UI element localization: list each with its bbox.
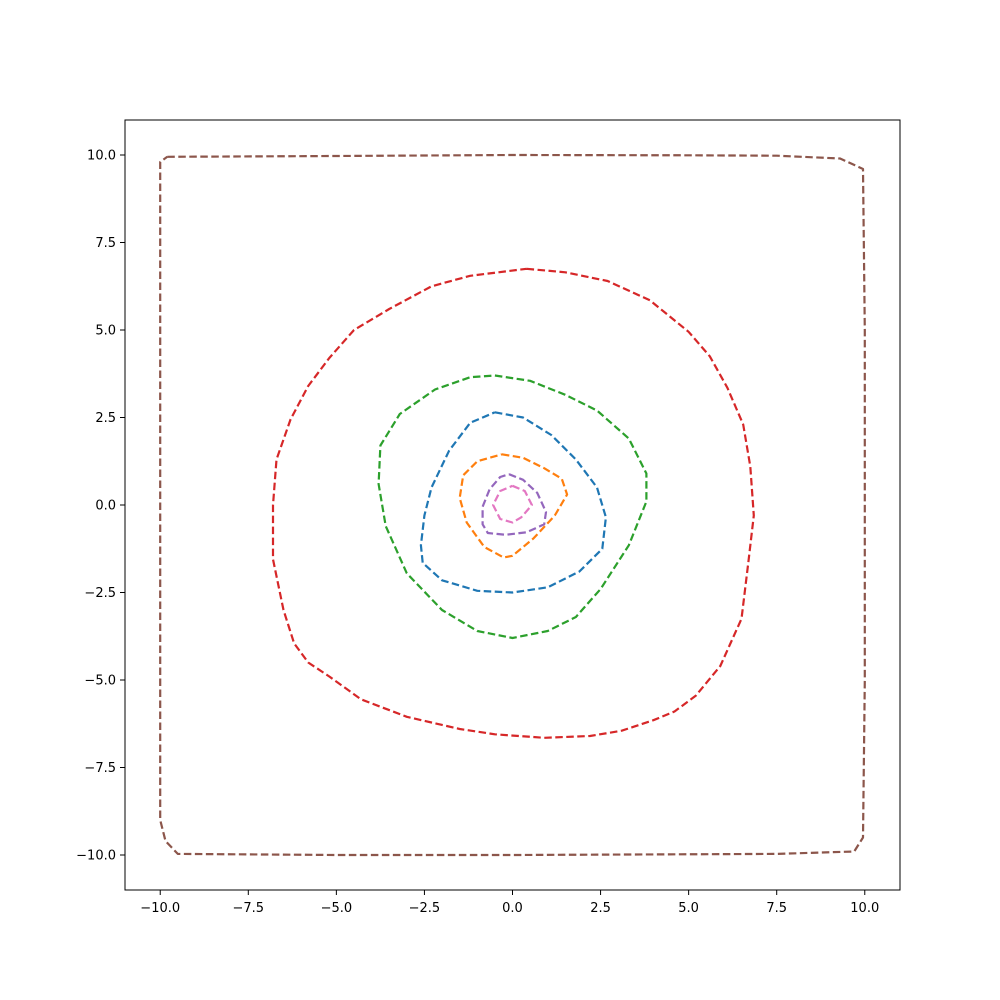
x-axis: −10.0 −7.5 −5.0 −2.5 0.0 2.5 5.0 7.5 10.0 (140, 890, 879, 916)
x-tick-label: −2.5 (409, 901, 441, 916)
x-tick-label: 5.0 (678, 901, 699, 916)
series-layer (159, 153, 866, 857)
x-tick-label: −5.0 (321, 901, 353, 916)
y-axis: 10.0 7.5 5.0 2.5 0.0 −2.5 −5.0 −7.5 −10.0 (76, 149, 125, 864)
y-tick-label: 0.0 (95, 499, 116, 514)
x-tick-label: 7.5 (766, 901, 787, 916)
x-tick-label: −7.5 (233, 901, 265, 916)
contour-line-6 (159, 153, 866, 857)
contour-line-5 (481, 473, 548, 536)
y-tick-label: −2.5 (84, 586, 116, 601)
y-tick-label: −5.0 (84, 674, 116, 689)
y-tick-label: 5.0 (95, 324, 116, 339)
y-tick-label: −10.0 (76, 849, 116, 864)
y-tick-label: −7.5 (84, 761, 116, 776)
x-tick-label: 0.0 (502, 901, 523, 916)
y-tick-label: 7.5 (95, 236, 116, 251)
x-tick-label: −10.0 (140, 901, 180, 916)
contour-line-1 (419, 411, 607, 594)
x-tick-label: 2.5 (590, 901, 611, 916)
y-tick-label: 10.0 (87, 149, 116, 164)
y-tick-label: 2.5 (95, 411, 116, 426)
x-tick-label: 10.0 (850, 901, 879, 916)
contour-line-7 (492, 484, 533, 524)
contour-line-4 (271, 267, 755, 739)
contour-line-2 (458, 453, 569, 559)
